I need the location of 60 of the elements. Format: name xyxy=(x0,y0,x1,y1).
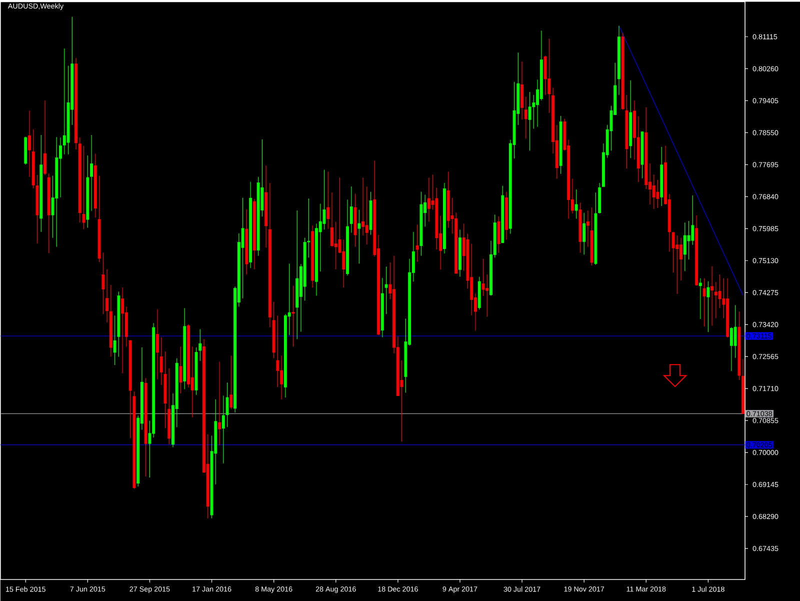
candlestick xyxy=(102,252,105,314)
candlestick xyxy=(326,171,330,229)
candlestick xyxy=(322,169,326,230)
candlestick xyxy=(548,38,551,113)
candlestick xyxy=(470,243,474,316)
candlestick xyxy=(222,395,225,464)
candlestick xyxy=(524,96,528,139)
candlestick xyxy=(106,268,109,322)
candlestick xyxy=(574,189,578,219)
candlestick xyxy=(730,326,733,372)
candlestick xyxy=(113,315,116,366)
candlestick xyxy=(350,186,353,233)
candlestick xyxy=(121,287,124,374)
candlestick xyxy=(672,231,675,273)
candlestick xyxy=(342,239,346,288)
candlestick xyxy=(683,222,686,272)
candlestick xyxy=(520,61,524,120)
candlestick xyxy=(652,174,656,210)
candlestick xyxy=(90,134,94,211)
candlestick xyxy=(734,304,737,358)
candlestick xyxy=(44,100,46,176)
candlestick xyxy=(486,274,489,317)
candlestick xyxy=(680,237,682,281)
candlestick xyxy=(358,209,361,264)
candlestick xyxy=(586,210,590,247)
candlestick xyxy=(698,278,702,320)
candlestick xyxy=(710,266,714,326)
candlestick xyxy=(582,212,586,255)
candlestick xyxy=(280,355,284,400)
candlestick xyxy=(156,308,159,380)
candlestick xyxy=(59,137,62,198)
candlestick xyxy=(702,278,706,327)
candlestick xyxy=(198,328,202,361)
candlestick xyxy=(656,179,660,208)
candlestick xyxy=(706,280,710,332)
candlestick xyxy=(482,258,485,296)
candlestick xyxy=(28,110,31,177)
candlestick xyxy=(82,145,86,230)
candlestick xyxy=(226,382,229,428)
candlestick xyxy=(416,224,419,262)
candlestick xyxy=(687,220,690,260)
candlestick xyxy=(365,186,368,245)
candlestick xyxy=(362,177,364,236)
candlestick xyxy=(528,91,532,151)
candlestick xyxy=(691,195,694,245)
candlestick xyxy=(384,266,388,314)
candlestick xyxy=(218,361,221,446)
candlestick xyxy=(718,274,722,308)
candlestick xyxy=(230,355,233,410)
candlestick xyxy=(292,285,295,347)
candlestick xyxy=(544,55,547,95)
candlestick xyxy=(160,336,163,385)
candlestick xyxy=(714,281,718,318)
candlestick xyxy=(62,48,66,154)
candlestick xyxy=(427,177,430,222)
candlestick xyxy=(334,221,338,270)
candlestick xyxy=(276,315,280,388)
candlestick xyxy=(676,235,679,294)
candlestick xyxy=(241,197,244,298)
candlestick xyxy=(330,192,334,247)
